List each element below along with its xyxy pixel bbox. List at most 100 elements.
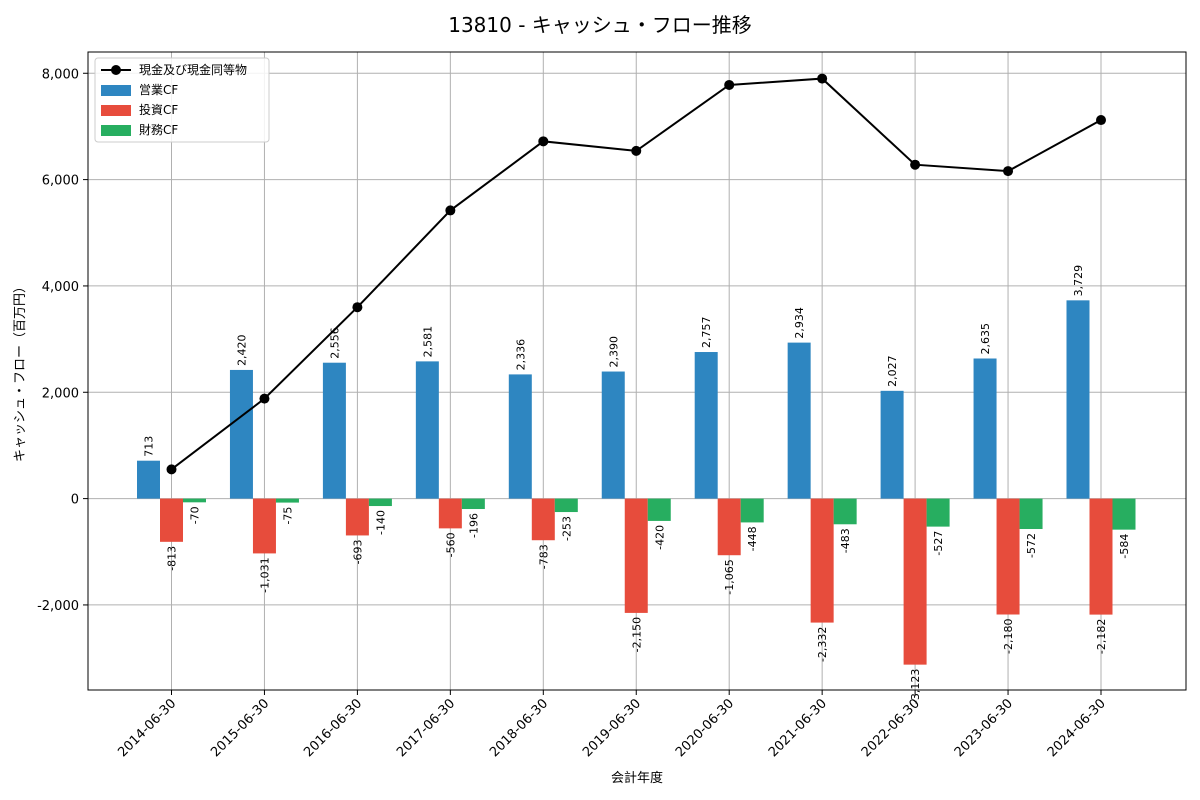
bar-value-label: -420 — [653, 525, 666, 550]
bar-value-label: 2,556 — [328, 327, 341, 359]
bar — [810, 498, 834, 623]
y-tick-label: 8,000 — [42, 67, 79, 82]
bar — [601, 371, 625, 499]
y-tick-label: 4,000 — [42, 280, 79, 295]
bar-value-label: -483 — [839, 528, 852, 553]
y-axis-label: キャッシュ・フロー（百万円） — [13, 280, 28, 462]
data-labels: 713 2,420 2,556 2,581 2,336 2,390 2,757 2,934 2,… — [143, 265, 1132, 704]
x-axis-label: 会計年度 — [611, 770, 663, 786]
bar — [252, 498, 276, 554]
bar — [160, 498, 183, 542]
y-axis-ticks: -2,000 0 2,000 4,000 6,000 8,000 — [37, 67, 88, 614]
bar-value-label: -2,150 — [630, 617, 643, 652]
bar-value-label: -560 — [444, 532, 457, 557]
bar-value-label: 2,934 — [793, 307, 806, 339]
cash-point — [910, 159, 921, 170]
x-tick-label: 2018-06-30 — [487, 696, 551, 760]
bar — [1112, 498, 1136, 530]
bar — [880, 390, 904, 499]
bar-value-label: -253 — [560, 516, 573, 541]
cash-point — [1096, 115, 1106, 126]
cash-point — [166, 464, 177, 475]
bar — [1089, 498, 1113, 615]
x-tick-label: 2024-06-30 — [1045, 696, 1109, 760]
x-tick-label: 2021-06-30 — [766, 696, 830, 760]
bar — [740, 498, 764, 523]
bar-value-label: -2,182 — [1095, 619, 1108, 654]
bar — [787, 342, 811, 499]
legend-label: 現金及び現金同等物 — [139, 62, 247, 77]
x-tick-label: 2015-06-30 — [208, 696, 272, 760]
bar — [903, 498, 927, 665]
bar-value-label: 2,757 — [700, 317, 713, 349]
bar — [229, 369, 253, 499]
bar-value-label: -572 — [1025, 533, 1038, 558]
bar-value-label: 2,420 — [235, 334, 248, 366]
bar — [345, 498, 369, 536]
bar-value-label: -1,065 — [723, 559, 736, 594]
cash-point — [1003, 166, 1014, 177]
bar — [833, 498, 857, 525]
plot-frame — [87, 51, 1187, 691]
bar-value-label: -693 — [351, 539, 364, 564]
x-tick-label: 2022-06-30 — [859, 696, 923, 760]
bar-value-label: -196 — [467, 513, 480, 538]
bar-value-label: -2,180 — [1002, 619, 1015, 654]
bar — [554, 498, 578, 513]
x-tick-label: 2016-06-30 — [301, 696, 365, 760]
x-axis-ticks: 2014-06-30 2015-06-30 2016-06-30 2017-06-30… — [115, 690, 1109, 760]
x-tick-label: 2014-06-30 — [115, 696, 179, 760]
cash-point — [352, 302, 363, 313]
bar-value-label: 2,581 — [421, 326, 434, 358]
bar — [624, 498, 648, 613]
x-tick-label: 2019-06-30 — [580, 696, 644, 760]
bar — [694, 352, 718, 499]
y-tick-label: 0 — [71, 493, 79, 508]
cash-point — [538, 136, 549, 147]
bar — [926, 498, 950, 527]
legend-marker — [111, 65, 121, 75]
legend-box — [94, 57, 270, 143]
bar — [1066, 300, 1090, 499]
bar-value-label: 3,729 — [1072, 265, 1085, 297]
bar — [322, 362, 346, 499]
legend-label: 営業CF — [139, 83, 178, 97]
bar — [973, 358, 997, 499]
bar — [1019, 498, 1043, 530]
bar-value-label: 2,635 — [979, 323, 992, 355]
x-tick-label: 2017-06-30 — [394, 696, 458, 760]
cash-point — [445, 205, 456, 216]
bar — [183, 498, 206, 503]
cash-point — [817, 73, 828, 84]
bar-value-label: 2,336 — [514, 339, 527, 371]
bar-value-label: -813 — [166, 546, 179, 571]
legend-bar-swatch — [101, 125, 131, 136]
legend-label: 財務CF — [139, 122, 178, 137]
chart-title: 13810 - キャッシュ・フロー推移 — [448, 13, 752, 37]
bar-value-label: -2,332 — [816, 627, 829, 662]
bar-value-label: -70 — [189, 506, 202, 524]
bar — [531, 498, 555, 541]
bar — [647, 498, 671, 521]
legend-bar-swatch — [101, 85, 131, 96]
bar-value-label: -1,031 — [258, 557, 271, 592]
bar — [415, 361, 439, 499]
bar-value-label: -527 — [932, 531, 945, 556]
y-tick-label: -2,000 — [37, 599, 79, 614]
legend-bar-swatch — [101, 105, 131, 116]
x-tick-label: 2020-06-30 — [673, 696, 737, 760]
bar-value-label: -448 — [746, 526, 759, 551]
bar-value-label: 2,027 — [886, 355, 899, 387]
legend-label: 投資CF — [139, 102, 178, 117]
bar-value-label: -783 — [537, 544, 550, 569]
bar-value-label: -584 — [1118, 534, 1131, 559]
bar — [717, 498, 741, 556]
bar — [368, 498, 392, 507]
cash-point — [631, 145, 642, 156]
bar — [996, 498, 1020, 615]
bar — [461, 498, 485, 510]
bar — [438, 498, 462, 529]
cash-line-series — [166, 73, 1106, 475]
